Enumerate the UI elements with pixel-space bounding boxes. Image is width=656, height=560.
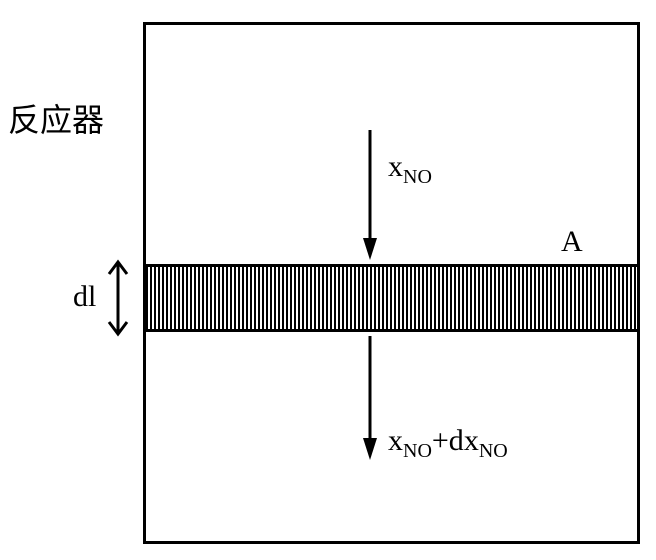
diagram-container: 反应器 dl A xNO xNO+dxNO bbox=[0, 0, 656, 560]
catalyst-slice-strip bbox=[143, 264, 640, 332]
area-A-label: A bbox=[561, 225, 583, 259]
reactor-label: 反应器 bbox=[8, 95, 104, 141]
x-NO-outlet-label: xNO+dxNO bbox=[388, 424, 508, 463]
x-NO-inlet-label: xNO bbox=[388, 150, 432, 189]
dl-dimension-bracket bbox=[88, 257, 148, 339]
hatching-pattern bbox=[143, 267, 640, 332]
dl-label: dl bbox=[73, 280, 96, 314]
